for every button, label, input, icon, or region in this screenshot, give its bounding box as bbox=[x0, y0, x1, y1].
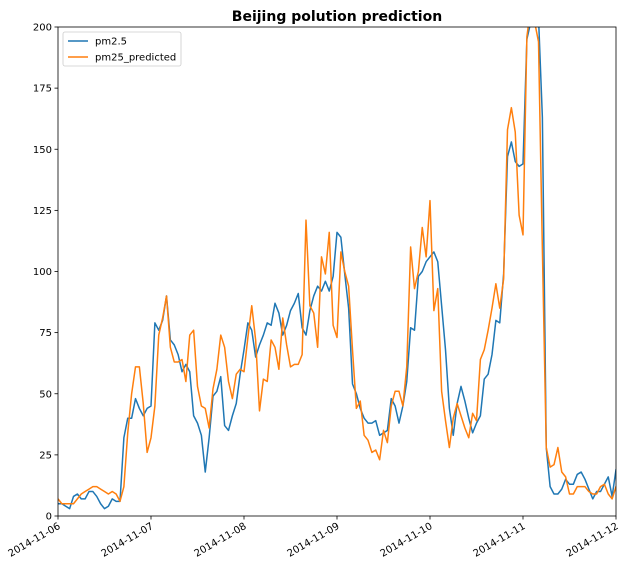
y-tick-label: 150 bbox=[33, 145, 52, 156]
series-line-pm25-predicted bbox=[58, 27, 616, 505]
y-tick-label: 200 bbox=[33, 23, 52, 34]
y-tick-label: 125 bbox=[33, 206, 52, 217]
y-tick-label: 0 bbox=[46, 512, 52, 523]
legend-label-pm2-5: pm2.5 bbox=[95, 37, 127, 48]
y-tick-label: 75 bbox=[39, 328, 52, 339]
y-tick-label: 25 bbox=[39, 450, 52, 461]
legend-box bbox=[62, 31, 182, 67]
series-layer bbox=[58, 27, 616, 510]
y-tick-label: 100 bbox=[33, 267, 52, 278]
legend-label-pm25-predicted: pm25_predicted bbox=[95, 53, 176, 64]
series-line-pm2-5 bbox=[58, 27, 616, 510]
chart-title: Beijing polution prediction bbox=[232, 9, 442, 25]
y-axis: 0 25 50 75 100 125 150 175 200 bbox=[33, 23, 58, 523]
y-tick-label: 175 bbox=[33, 84, 52, 95]
legend: pm2.5 pm25_predicted bbox=[62, 31, 182, 67]
y-tick-label: 50 bbox=[39, 389, 52, 400]
